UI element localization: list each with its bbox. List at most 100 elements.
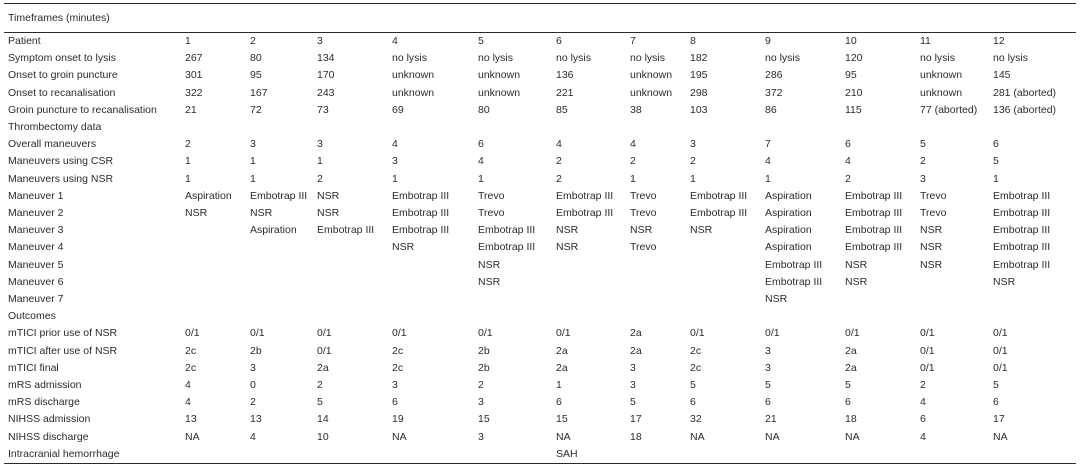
- table-row: Maneuver 4 NSR Embotrap III NSR Trevo Aspirat…: [8, 239, 1080, 256]
- cell: Aspiration: [765, 241, 812, 254]
- cell: NA: [765, 430, 780, 443]
- cell: 17: [630, 413, 642, 426]
- cell: [392, 257, 478, 274]
- cell: 267: [185, 52, 203, 65]
- cell: 21: [765, 413, 777, 426]
- cell: 1: [690, 172, 696, 185]
- cell: 243: [317, 86, 335, 99]
- cell: NSR: [920, 224, 943, 237]
- cell: 15: [478, 413, 490, 426]
- cell: 6: [690, 396, 696, 409]
- cell: 0/1: [920, 327, 935, 340]
- row-label: Maneuver 1: [8, 189, 64, 202]
- cell: [845, 308, 920, 325]
- cell: Trevo: [630, 189, 657, 202]
- cell: 1: [317, 155, 323, 168]
- cell: Embotrap III: [317, 224, 375, 237]
- cell: 4: [556, 138, 562, 151]
- cell: [185, 239, 250, 256]
- cell: NA: [993, 430, 1008, 443]
- cell: 3: [920, 172, 926, 185]
- cell: 7: [765, 138, 771, 151]
- cell: [556, 291, 630, 308]
- cell: unknown: [392, 86, 435, 99]
- cell: [185, 291, 250, 308]
- header-rule: [4, 32, 1076, 33]
- table-row: Overall maneuvers 2 3 3 4 6 4 4 3 7 6 5 6: [8, 136, 1080, 153]
- cell: 167: [250, 86, 268, 99]
- cell: [765, 446, 845, 463]
- table-row: Maneuver 2 NSR NSR NSR Embotrap III Trevo Embo…: [8, 205, 1080, 222]
- cell: 286: [765, 69, 783, 82]
- cell: Embotrap III: [690, 189, 748, 202]
- cell: [317, 308, 392, 325]
- cell: 1: [478, 172, 484, 185]
- row-label: Thrombectomy data: [8, 121, 102, 134]
- cell: 170: [317, 69, 335, 82]
- cell: Embotrap III: [392, 189, 450, 202]
- cell: 2a: [845, 361, 857, 374]
- cell: [920, 274, 993, 291]
- cell: NSR: [392, 241, 415, 254]
- cell: 2b: [478, 344, 490, 357]
- row-label: Overall maneuvers: [8, 138, 97, 151]
- cell: NSR: [993, 275, 1016, 288]
- cell: 2b: [250, 344, 262, 357]
- cell: 38: [630, 103, 642, 116]
- cell: NSR: [920, 241, 943, 254]
- cell: 0/1: [690, 327, 705, 340]
- cell: [690, 291, 765, 308]
- cell: [478, 446, 556, 463]
- cell: Embotrap III: [993, 241, 1051, 254]
- row-label: mRS discharge: [8, 396, 80, 409]
- cell: Embotrap III: [993, 258, 1051, 271]
- table-row: Onset to groin puncture 301 95 170 unknown un…: [8, 67, 1080, 84]
- cell: 0/1: [920, 344, 935, 357]
- cell: 3: [317, 35, 323, 47]
- cell: Aspiration: [765, 189, 812, 202]
- cell: 4: [630, 138, 636, 151]
- cell: Embotrap III: [765, 258, 823, 271]
- cell: [185, 274, 250, 291]
- cell: Embotrap III: [392, 207, 450, 220]
- cell: Embotrap III: [556, 189, 614, 202]
- top-rule: [4, 3, 1076, 4]
- cell: NSR: [556, 241, 579, 254]
- cell: unknown: [392, 69, 435, 82]
- cell: 18: [845, 413, 857, 426]
- cell: [317, 274, 392, 291]
- cell: Embotrap III: [392, 224, 450, 237]
- cell: 2b: [478, 361, 490, 374]
- cell: [317, 291, 392, 308]
- cell: 0: [250, 379, 256, 392]
- table-header-row: Timeframes (minutes): [0, 4, 1080, 32]
- cell: [250, 291, 317, 308]
- cell: 6: [556, 396, 562, 409]
- table-row: mTICI after use of NSR 2c 2b 0/1 2c 2b 2a 2a 2c 3…: [8, 343, 1080, 360]
- table-body: Patient 1 2 3 4 5 6 7 8 9 10 11 12 Symptom onset to l…: [8, 33, 1080, 463]
- cell: [993, 308, 1080, 325]
- cell: Trevo: [920, 207, 947, 220]
- cell: no lysis: [993, 52, 1029, 65]
- cell: [317, 239, 392, 256]
- cell: 4: [478, 155, 484, 168]
- cell: NSR: [845, 275, 868, 288]
- cell: [920, 291, 993, 308]
- cell: 5: [993, 379, 999, 392]
- cell: unknown: [920, 69, 963, 82]
- cell: 3: [478, 396, 484, 409]
- table-row: Maneuver 7 NSR: [8, 291, 1080, 308]
- cell: 1: [250, 155, 256, 168]
- cell: 1: [993, 172, 999, 185]
- table-row: Maneuver 1 Aspiration Embotrap III NSR Embot…: [8, 188, 1080, 205]
- cell: 5: [630, 396, 636, 409]
- cell: Embotrap III: [993, 224, 1051, 237]
- cell: 2: [185, 138, 191, 151]
- cell: 10: [317, 430, 329, 443]
- patient-data-table: Patient 1 2 3 4 5 6 7 8 9 10 11 12 Symptom onset to l…: [8, 33, 1080, 463]
- table-row: mTICI prior use of NSR 0/1 0/1 0/1 0/1 0/1 0/1…: [8, 325, 1080, 342]
- cell: 6: [845, 396, 851, 409]
- cell: 2a: [630, 344, 642, 357]
- cell: NSR: [556, 224, 579, 237]
- cell: [690, 308, 765, 325]
